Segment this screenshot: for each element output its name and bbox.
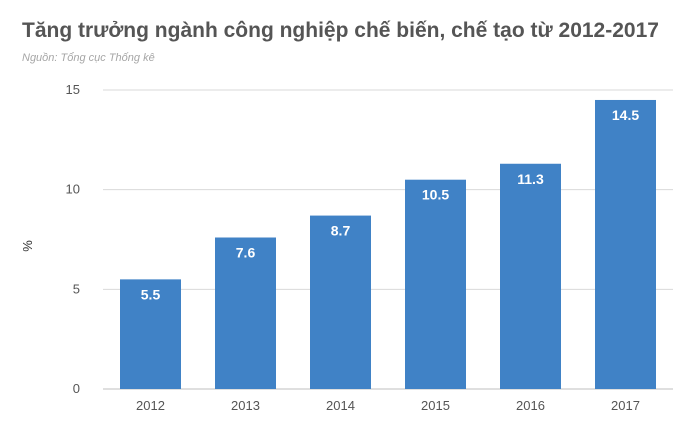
bars <box>120 99 656 389</box>
y-tick-label: 5 <box>73 281 80 296</box>
bar-value-label-2013: 7.6 <box>236 245 256 261</box>
x-tick-label-2016: 2016 <box>516 398 545 413</box>
x-tick-label-2012: 2012 <box>136 398 165 413</box>
chart-title: Tăng trưởng ngành công nghiệp chế biến, … <box>22 19 659 42</box>
bar-2013 <box>215 237 276 389</box>
chart-source: Nguồn: Tổng cục Thống kê <box>22 52 155 64</box>
y-tick-label: 15 <box>66 82 80 97</box>
bar-value-labels: 5.5 7.6 8.7 10.5 11.3 14.5 <box>141 107 640 302</box>
x-tick-label-2013: 2013 <box>231 398 260 413</box>
y-tick-labels: 0 5 10 15 <box>66 82 80 396</box>
bar-value-label-2016: 11.3 <box>517 171 544 187</box>
bar-value-label-2015: 10.5 <box>422 187 449 203</box>
bar-2012 <box>120 279 181 389</box>
bar-2014 <box>310 215 371 389</box>
y-tick-label: 0 <box>73 381 80 396</box>
y-tick-label: 10 <box>66 182 80 197</box>
gridlines <box>103 89 673 390</box>
x-tick-labels: 2012 2013 2014 2015 2016 2017 <box>136 398 640 413</box>
y-axis-title: % <box>20 240 35 252</box>
bar-value-label-2012: 5.5 <box>141 286 161 302</box>
x-tick-label-2014: 2014 <box>326 398 355 413</box>
bar-value-label-2017: 14.5 <box>612 107 639 123</box>
bar-2017 <box>595 99 656 389</box>
bar-2016 <box>500 163 561 389</box>
x-tick-label-2015: 2015 <box>421 398 450 413</box>
bar-value-label-2014: 8.7 <box>331 223 351 239</box>
bar-2015 <box>405 179 466 389</box>
x-tick-label-2017: 2017 <box>611 398 640 413</box>
